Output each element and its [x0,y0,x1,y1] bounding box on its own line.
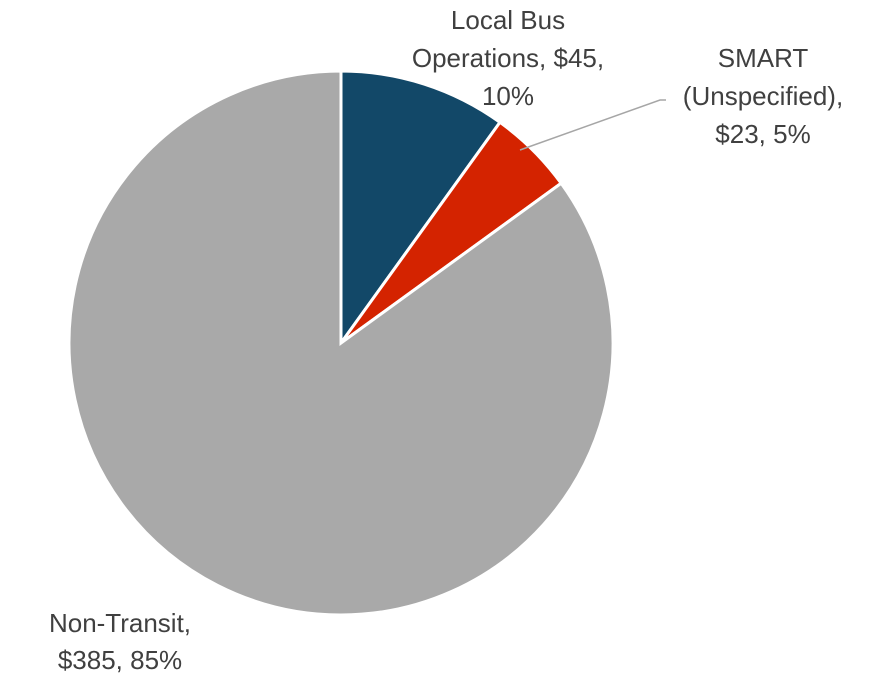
data-label-line: SMART [718,43,809,73]
data-label-line: Local Bus [451,5,565,35]
pie [67,69,615,617]
leader-line [519,99,666,151]
data-label-line: 10% [482,81,534,111]
data-label: Non-Transit, $385, 85% [49,608,191,675]
data-label: SMART (Unspecified), $23, 5% [683,43,843,149]
data-label-line: (Unspecified), [683,81,843,111]
pie-slice [67,69,615,617]
data-label-line: Non-Transit, [49,608,191,638]
pie-slice [339,69,503,348]
data-label-line: $385, 85% [58,645,182,675]
data-label-line: Operations, $45, [412,43,604,73]
data-label: Local Bus Operations, $45, 10% [412,5,604,111]
data-label-line: $23, 5% [715,119,810,149]
